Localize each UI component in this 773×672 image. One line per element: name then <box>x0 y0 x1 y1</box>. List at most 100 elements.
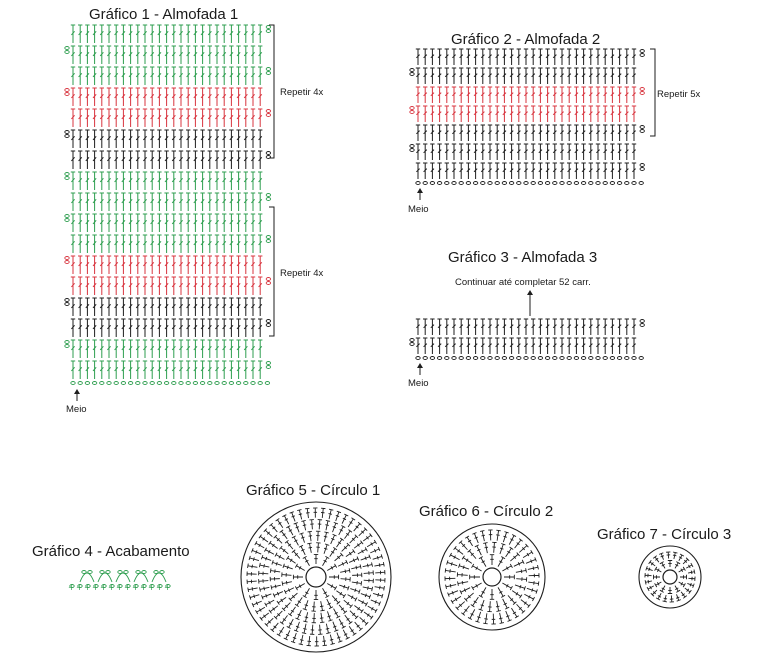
stitch-symbol <box>480 318 485 335</box>
stitch-symbol <box>214 129 220 148</box>
stitch-symbol <box>186 297 191 316</box>
stitch-symbol <box>85 24 90 43</box>
chain-symbol <box>422 181 428 185</box>
stitch-symbol <box>135 339 140 358</box>
stitch-symbol <box>595 86 601 103</box>
radial-stitch <box>352 572 363 578</box>
stitch-symbol <box>92 171 97 190</box>
stitch-symbol <box>222 192 227 211</box>
stitch-symbol <box>193 66 198 85</box>
stitch-symbol <box>545 48 550 65</box>
stitch-symbol <box>459 67 464 84</box>
chain-symbol <box>243 381 249 385</box>
stitch-symbol <box>157 66 162 85</box>
radial-stitch <box>374 585 385 591</box>
stitch-symbol <box>114 255 119 274</box>
stitch-symbol <box>207 318 212 337</box>
radial-stitch <box>247 563 258 569</box>
stitch-symbol <box>559 48 565 65</box>
radial-stitch <box>260 554 272 561</box>
stitch-symbol <box>243 66 248 85</box>
stitch-symbol <box>99 339 104 358</box>
radial-stitch <box>497 587 506 598</box>
stitch-symbol <box>631 48 637 65</box>
stitch-symbol <box>487 124 493 141</box>
chain-symbol <box>199 381 206 385</box>
chain-symbol <box>135 381 141 385</box>
stitch-symbol <box>243 45 248 64</box>
chain-symbol <box>566 181 572 185</box>
chain-symbol <box>444 181 450 185</box>
stitch-symbol <box>459 105 464 122</box>
radial-stitch <box>372 554 383 560</box>
graph2-start-label: Meio <box>408 204 429 215</box>
stitch-symbol <box>193 255 198 274</box>
radial-stitch <box>286 525 294 536</box>
stitch-symbol <box>70 129 76 148</box>
chain-symbol <box>149 381 155 385</box>
stitch-symbol <box>85 318 90 337</box>
radial-stitch <box>478 587 487 598</box>
chain-symbol <box>142 381 148 385</box>
stitch-symbol <box>200 45 205 64</box>
stitch-symbol <box>157 108 162 127</box>
chain-symbol <box>265 281 272 285</box>
stitch-symbol <box>423 124 428 141</box>
stitch-symbol <box>222 129 227 148</box>
stitch-symbol <box>509 318 514 335</box>
stitch-symbol <box>581 337 586 354</box>
stitch-symbol <box>502 48 507 65</box>
chain-symbol <box>480 181 486 185</box>
radial-stitch <box>334 552 344 562</box>
graph3-start-arrow-bottom <box>417 363 423 375</box>
chain-symbol <box>185 381 191 385</box>
chain-symbol <box>624 356 630 360</box>
radial-stitch <box>522 550 534 558</box>
graph1-repeat-top-label: Repetir 4x <box>280 87 324 98</box>
chain-symbol <box>165 584 171 588</box>
radial-stitch <box>341 542 351 552</box>
radial-stitch <box>351 564 362 570</box>
chain-symbol <box>64 214 70 218</box>
stitch-symbol <box>121 234 126 253</box>
stitch-symbol <box>516 162 521 179</box>
stitch-symbol <box>250 360 256 379</box>
chain-symbol <box>105 570 111 574</box>
radial-stitch <box>286 618 294 629</box>
stitch-symbol <box>258 108 263 127</box>
stitch-symbol <box>150 360 155 379</box>
radial-stitch <box>353 540 364 549</box>
stitch-symbol <box>128 234 133 253</box>
chain-symbol <box>409 148 415 152</box>
stitch-symbol <box>200 276 205 295</box>
stitch-symbol <box>99 45 104 64</box>
stitch-symbol <box>545 162 550 179</box>
chain-symbol <box>159 570 165 574</box>
stitch-symbol <box>207 66 212 85</box>
stitch-symbol <box>437 86 442 103</box>
stitch-symbol <box>258 129 263 148</box>
stitch-symbol <box>178 360 184 379</box>
stitch-symbol <box>250 318 256 337</box>
radial-stitch <box>495 600 501 612</box>
radial-stitch <box>478 599 485 611</box>
stitch-symbol <box>92 297 97 316</box>
graph3-start-arrow <box>527 290 533 316</box>
outer-ring <box>240 501 392 653</box>
chain-symbol <box>235 381 242 385</box>
stitch-symbol <box>157 171 162 190</box>
stitch-symbol <box>85 129 90 148</box>
stitch-symbol <box>70 192 76 211</box>
stitch-symbol <box>229 276 234 295</box>
stitch-symbol <box>171 192 176 211</box>
stitch-symbol <box>164 276 169 295</box>
stitch-symbol <box>164 24 169 43</box>
stitch-symbol <box>581 105 586 122</box>
stitch-symbol <box>214 360 220 379</box>
stitch-symbol <box>466 67 471 84</box>
stitch-symbol <box>78 87 83 106</box>
arrow-head <box>417 188 423 193</box>
stitch-symbol <box>229 87 234 106</box>
radial-stitch <box>667 587 673 594</box>
stitch-symbol <box>99 150 104 169</box>
